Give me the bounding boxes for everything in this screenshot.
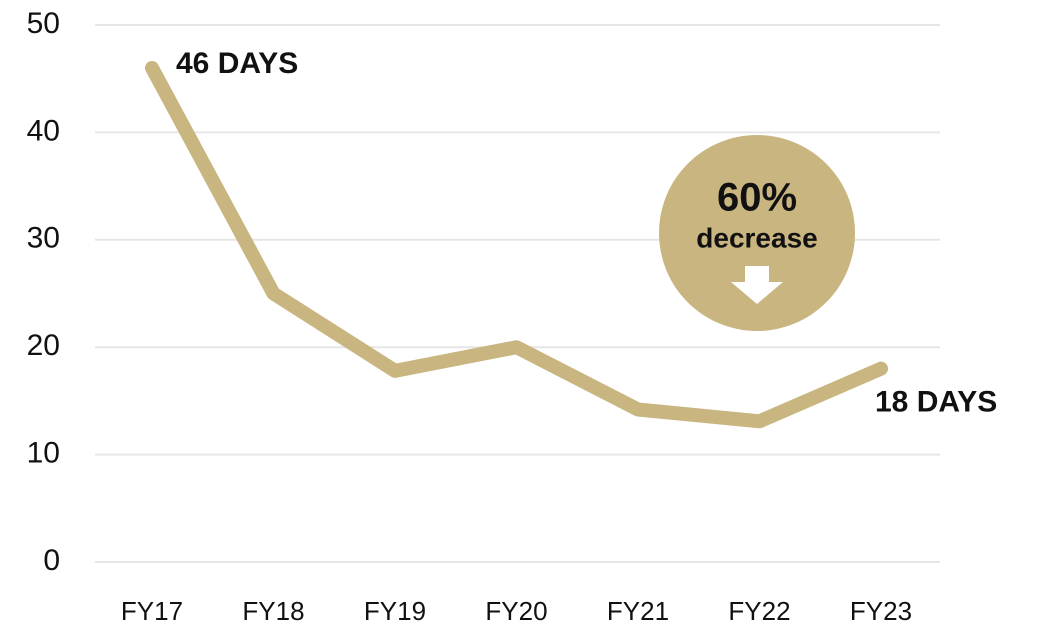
x-tick-label: FY20 bbox=[485, 596, 547, 626]
y-tick-label: 50 bbox=[27, 7, 60, 40]
y-tick-label: 30 bbox=[27, 222, 60, 255]
data-label: 18 DAYS bbox=[875, 386, 997, 419]
annotation-badge bbox=[659, 135, 855, 331]
y-tick-label: 40 bbox=[27, 114, 60, 147]
y-tick-label: 20 bbox=[27, 329, 60, 362]
x-tick-label: FY17 bbox=[121, 596, 183, 626]
line-series bbox=[145, 60, 888, 429]
x-tick-label: FY22 bbox=[728, 596, 790, 626]
y-tick-label: 0 bbox=[43, 544, 60, 577]
x-tick-label: FY21 bbox=[607, 596, 669, 626]
data-label: 46 DAYS bbox=[176, 47, 298, 80]
annotation-value: 60% bbox=[717, 176, 797, 220]
x-tick-label: FY18 bbox=[242, 596, 304, 626]
down-arrow bbox=[731, 266, 783, 304]
x-tick-label: FY23 bbox=[850, 596, 912, 626]
y-tick-label: 10 bbox=[27, 437, 60, 470]
annotation-text: decrease bbox=[696, 222, 817, 253]
x-tick-label: FY19 bbox=[364, 596, 426, 626]
